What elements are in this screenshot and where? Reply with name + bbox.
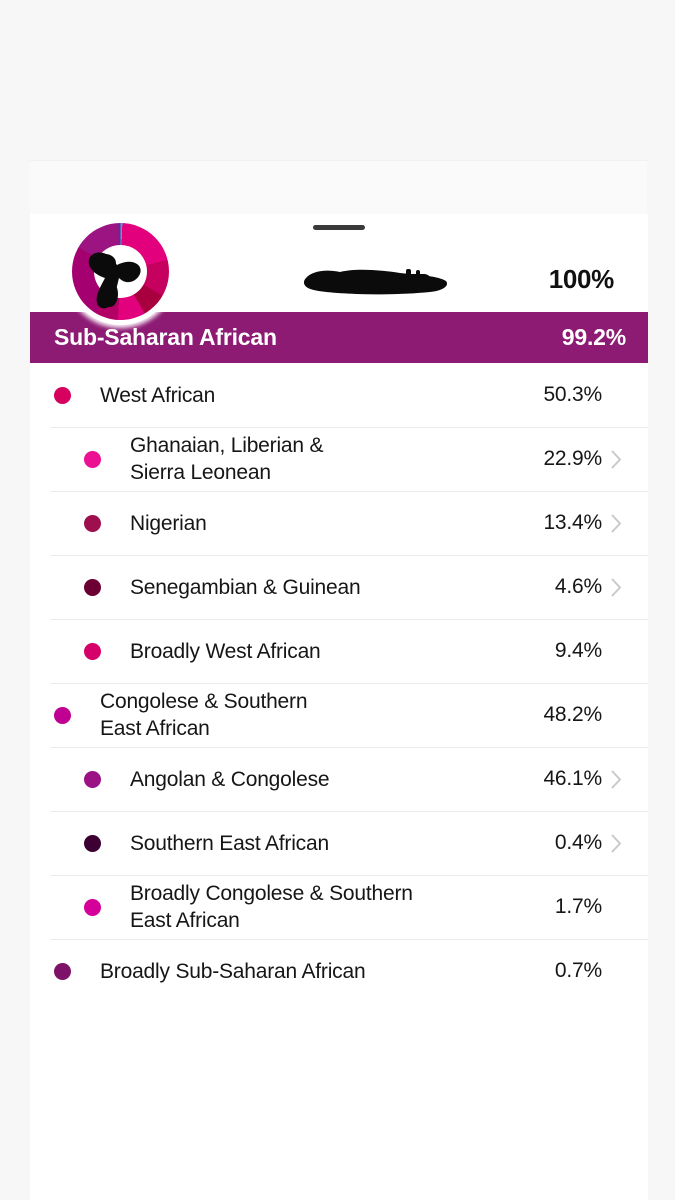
ancestry-row-label: Broadly Congolese & Southern East Africa… [130, 882, 413, 932]
ancestry-row-label: Ghanaian, Liberian & Sierra Leonean [130, 434, 324, 484]
summary-header: 100% [30, 214, 648, 325]
ancestry-color-dot [84, 834, 101, 852]
ancestry-row-label: Nigerian [130, 511, 207, 535]
chevron-right-icon[interactable] [606, 514, 626, 533]
ancestry-row-label: Broadly Sub-Saharan African [100, 959, 366, 983]
ancestry-row: Broadly West African 9.4% [30, 619, 648, 683]
ancestry-row-label: Southern East African [130, 831, 329, 855]
ancestry-row-percent: 4.6% [554, 575, 602, 598]
ancestry-row-percent: 1.7% [554, 895, 602, 918]
ancestry-row-label: Senegambian & Guinean [130, 575, 361, 599]
ancestry-rows-list: West African 50.3% Ghanaian, Liberian & Si… [30, 363, 648, 1003]
ancestry-row: Broadly Congolese & Southern East Africa… [30, 875, 648, 939]
ancestry-row-label: Congolese & Southern East African [100, 690, 308, 740]
ancestry-color-dot [84, 642, 101, 660]
ancestry-row[interactable]: Southern East African 0.4% [30, 811, 648, 875]
ancestry-row-label: West African [100, 383, 216, 407]
ancestry-row-percent: 48.2% [543, 703, 602, 726]
ancestry-row-label: Angolan & Congolese [130, 767, 330, 791]
ancestry-donut-chart[interactable] [67, 218, 174, 325]
ancestry-color-dot [54, 386, 71, 404]
ancestry-row[interactable]: Senegambian & Guinean 4.6% [30, 555, 648, 619]
ancestry-row-percent: 22.9% [543, 447, 602, 470]
chevron-right-icon[interactable] [606, 770, 626, 789]
ancestry-color-dot [84, 578, 101, 596]
ancestry-row-percent: 50.3% [543, 383, 602, 406]
chevron-right-icon[interactable] [606, 834, 626, 853]
ancestry-row[interactable]: Ghanaian, Liberian & Sierra Leonean 22.9% [30, 427, 648, 491]
chevron-right-icon[interactable] [606, 450, 626, 469]
profile-name-redaction [303, 269, 448, 295]
upper-panel-edge [30, 160, 647, 216]
sheet-drag-handle[interactable] [313, 225, 365, 230]
ancestry-color-dot [84, 450, 101, 468]
ancestry-color-dot [84, 514, 101, 532]
ancestry-color-dot [84, 898, 101, 916]
ancestry-color-dot [54, 962, 71, 980]
ancestry-row-percent: 46.1% [543, 767, 602, 790]
top-level-label: Sub-Saharan African [54, 324, 277, 350]
top-level-percent: 99.2% [561, 324, 626, 350]
ancestry-row: Congolese & Southern East African 48.2% [30, 683, 648, 747]
ancestry-row-label: Broadly West African [130, 639, 321, 663]
ancestry-row-percent: 13.4% [543, 511, 602, 534]
ancestry-row-percent: 0.7% [554, 959, 602, 982]
ancestry-row[interactable]: Nigerian 13.4% [30, 491, 648, 555]
ancestry-row-percent: 9.4% [554, 639, 602, 662]
chevron-right-icon[interactable] [606, 578, 626, 597]
ancestry-row-percent: 0.4% [554, 831, 602, 854]
donut-hole [94, 245, 147, 298]
ancestry-row[interactable]: Angolan & Congolese 46.1% [30, 747, 648, 811]
ancestry-row: Broadly Sub-Saharan African 0.7% [30, 939, 648, 1003]
ancestry-row: West African 50.3% [30, 363, 648, 427]
ancestry-color-dot [54, 706, 71, 724]
ancestry-composition-card: 100% Sub-Saharan African 99.2% West Afri… [30, 214, 648, 1200]
total-percent: 100% [548, 264, 615, 294]
ancestry-color-dot [84, 770, 101, 788]
